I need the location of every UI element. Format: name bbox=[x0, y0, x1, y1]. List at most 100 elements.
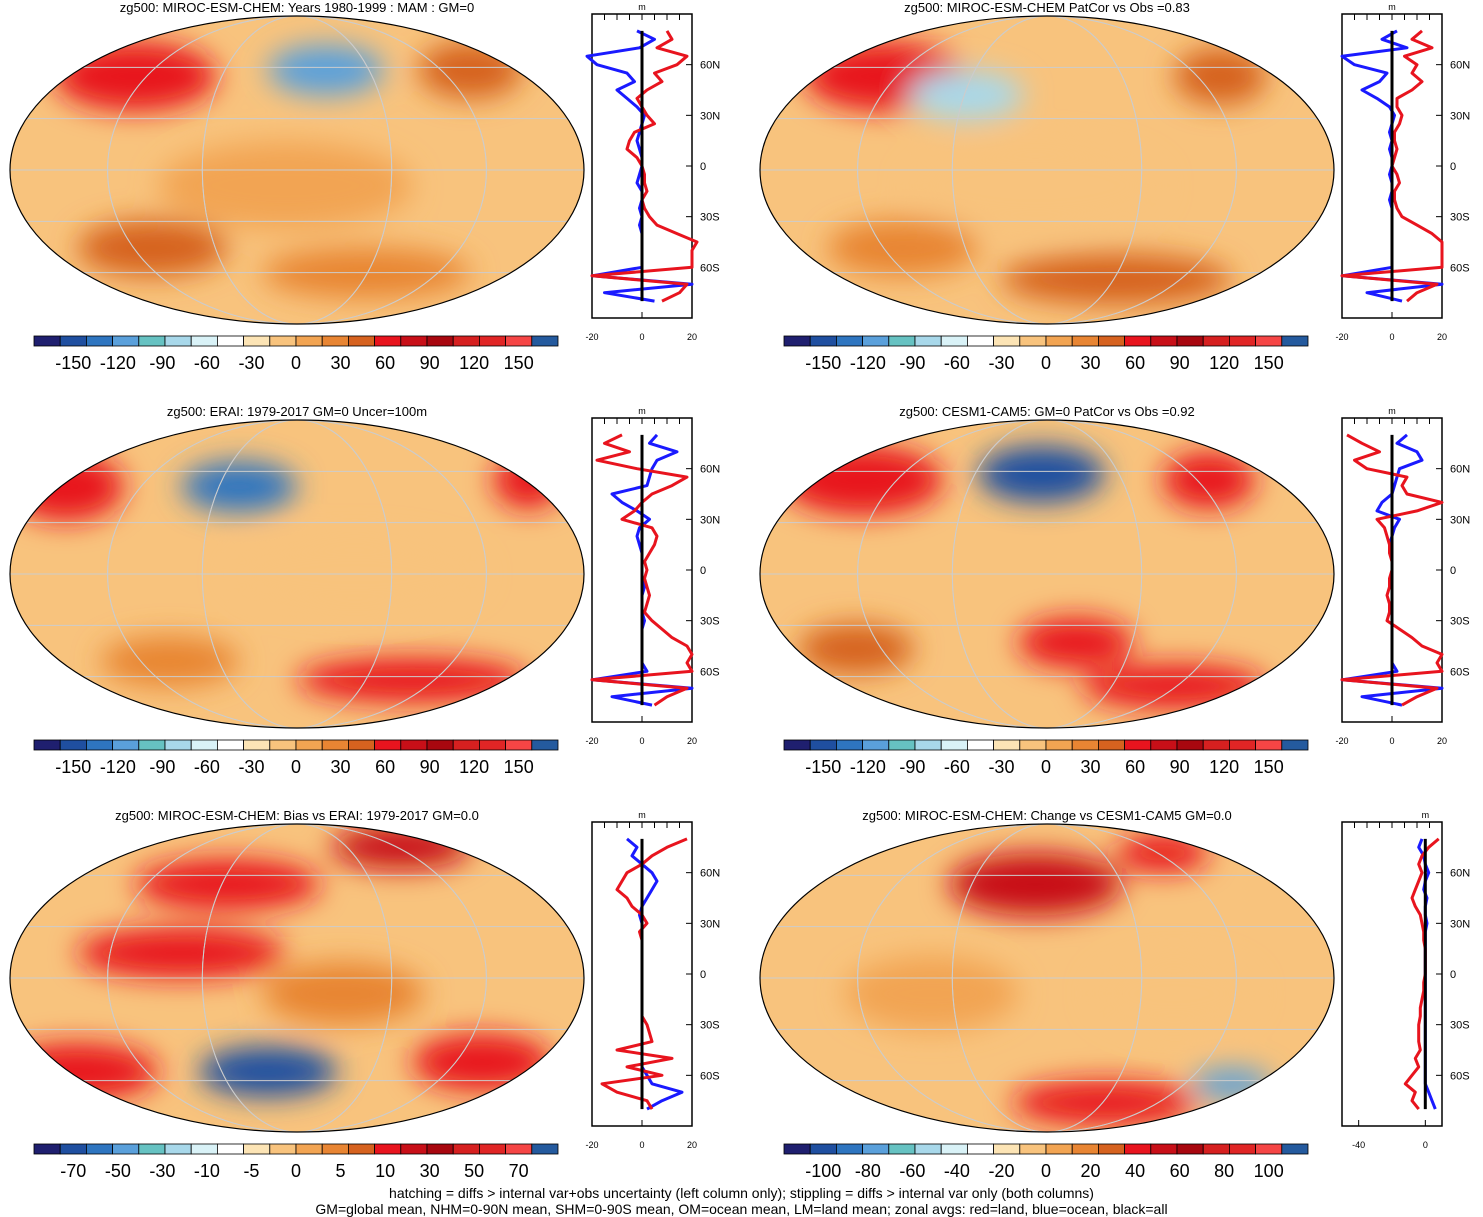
colorbar-2: -150 -120 -90 -60 -30 0 30 60 90 120 150 bbox=[33, 739, 559, 777]
colorbar-label: -90 bbox=[149, 353, 175, 373]
longitude-gridline bbox=[107, 16, 487, 324]
colorbar-swatch bbox=[216, 335, 244, 347]
zonal-lat-label: 60N bbox=[1450, 868, 1470, 880]
colorbar-label: 120 bbox=[459, 757, 489, 777]
colorbar-swatch bbox=[783, 335, 811, 347]
colorbar-label: 5 bbox=[336, 1161, 346, 1181]
zonal-line-land bbox=[590, 30, 699, 303]
zonal-lat-label: 60S bbox=[700, 262, 720, 274]
colorbar-swatch bbox=[1202, 335, 1230, 347]
zonal-lat-label: 60N bbox=[700, 868, 720, 880]
colorbar-label: -70 bbox=[60, 1161, 86, 1181]
colorbar-swatch bbox=[347, 335, 375, 347]
zonal-x-label: 0 bbox=[1389, 332, 1394, 342]
colorbar-label: -30 bbox=[988, 757, 1014, 777]
colorbar-label: 0 bbox=[291, 353, 301, 373]
colorbar-swatch bbox=[269, 335, 297, 347]
panel-4: zg500: MIROC-ESM-CHEM: Bias vs ERAI: 197… bbox=[0, 808, 741, 1213]
colorbar-swatch bbox=[1097, 335, 1125, 347]
zonal-lat-label: 60S bbox=[1450, 666, 1470, 678]
panel-title: zg500: MIROC-ESM-CHEM: Bias vs ERAI: 197… bbox=[115, 808, 479, 823]
colorbar-swatch bbox=[1255, 1143, 1283, 1155]
colorbar-swatch bbox=[347, 1143, 375, 1155]
zonal-x-label: 20 bbox=[1437, 332, 1447, 342]
colorbar-label: -5 bbox=[243, 1161, 259, 1181]
colorbar-swatch bbox=[836, 335, 864, 347]
colorbar-swatch bbox=[59, 1143, 87, 1155]
colorbar-swatch bbox=[783, 739, 811, 751]
zonal-x-label: 20 bbox=[687, 736, 697, 746]
colorbar-label: 90 bbox=[420, 757, 440, 777]
zonal-unit-label: m bbox=[1388, 406, 1396, 416]
colorbar-swatch bbox=[269, 1143, 297, 1155]
panel-1: zg500: MIROC-ESM-CHEM PatCor vs Obs =0.8… bbox=[750, 0, 1483, 405]
longitude-gridline bbox=[951, 16, 1143, 324]
colorbar-swatch bbox=[243, 1143, 271, 1155]
zonal-lat-label: 0 bbox=[700, 565, 706, 577]
colorbar-swatch bbox=[862, 335, 890, 347]
colorbar-swatch bbox=[505, 739, 533, 751]
longitude-gridline bbox=[857, 16, 1237, 324]
colorbar-swatch bbox=[190, 1143, 218, 1155]
colorbar-swatch bbox=[478, 335, 506, 347]
colorbar-swatch bbox=[1176, 739, 1204, 751]
colorbar-swatch bbox=[1124, 335, 1152, 347]
colorbar-label: -120 bbox=[850, 353, 886, 373]
zonal-lat-label: 30S bbox=[700, 212, 720, 224]
zonal-x-label: 0 bbox=[639, 332, 644, 342]
colorbar-swatch bbox=[138, 335, 166, 347]
colorbar-swatch bbox=[452, 739, 480, 751]
longitude-gridline bbox=[857, 824, 1237, 1132]
colorbar-label: 60 bbox=[1170, 1161, 1190, 1181]
panel-title: zg500: MIROC-ESM-CHEM PatCor vs Obs =0.8… bbox=[904, 0, 1190, 15]
colorbar-label: -30 bbox=[988, 353, 1014, 373]
colorbar-swatch bbox=[86, 335, 114, 347]
colorbar-label: -120 bbox=[100, 757, 136, 777]
colorbar-swatch bbox=[1281, 1143, 1309, 1155]
colorbar-label: -150 bbox=[805, 757, 841, 777]
zonal-line-ocean bbox=[1417, 838, 1437, 1110]
colorbar-swatch bbox=[809, 1143, 837, 1155]
colorbar-label: -60 bbox=[944, 353, 970, 373]
zonal-lat-label: 60S bbox=[700, 666, 720, 678]
colorbar-swatch bbox=[888, 739, 916, 751]
colorbar-swatch bbox=[374, 335, 402, 347]
colorbar-label: 80 bbox=[1214, 1161, 1234, 1181]
colorbar-swatch bbox=[112, 739, 140, 751]
colorbar-swatch bbox=[914, 1143, 942, 1155]
colorbar-swatch bbox=[1281, 335, 1309, 347]
colorbar-swatch bbox=[164, 335, 192, 347]
zonal-lat-label: 60N bbox=[1450, 464, 1470, 476]
colorbar-swatch bbox=[1150, 739, 1178, 751]
map-5 bbox=[759, 823, 1335, 1133]
colorbar-swatch bbox=[809, 739, 837, 751]
colorbar-label: -90 bbox=[899, 353, 925, 373]
colorbar-label: 40 bbox=[1125, 1161, 1145, 1181]
colorbar-label: 120 bbox=[1209, 757, 1239, 777]
longitude-gridline bbox=[201, 420, 393, 728]
colorbar-label: 30 bbox=[1081, 757, 1101, 777]
colorbar-swatch bbox=[426, 1143, 454, 1155]
colorbar-label: -50 bbox=[105, 1161, 131, 1181]
colorbar-swatch bbox=[940, 335, 968, 347]
colorbar-swatch bbox=[1255, 335, 1283, 347]
zonal-line-ocean bbox=[585, 29, 694, 303]
zonal-lat-label: 0 bbox=[1450, 565, 1456, 577]
colorbar-swatch bbox=[33, 1143, 61, 1155]
colorbar-swatch bbox=[164, 739, 192, 751]
colorbar-swatch bbox=[1071, 1143, 1099, 1155]
panel-title: zg500: MIROC-ESM-CHEM: Years 1980-1999 :… bbox=[119, 0, 475, 15]
colorbar-swatch bbox=[295, 1143, 323, 1155]
colorbar-swatch bbox=[269, 739, 297, 751]
map-border bbox=[759, 823, 1335, 1133]
colorbar-label: 10 bbox=[375, 1161, 395, 1181]
zonal-x-label: -20 bbox=[585, 1140, 598, 1150]
zonal-lat-label: 30S bbox=[700, 1020, 720, 1032]
colorbar-swatch bbox=[1124, 739, 1152, 751]
colorbar-swatch bbox=[1019, 1143, 1047, 1155]
colorbar-label: 150 bbox=[504, 757, 534, 777]
colorbar-swatch bbox=[112, 1143, 140, 1155]
zonal-lat-label: 60S bbox=[700, 1070, 720, 1082]
colorbar-swatch bbox=[1202, 739, 1230, 751]
colorbar-swatch bbox=[1097, 739, 1125, 751]
